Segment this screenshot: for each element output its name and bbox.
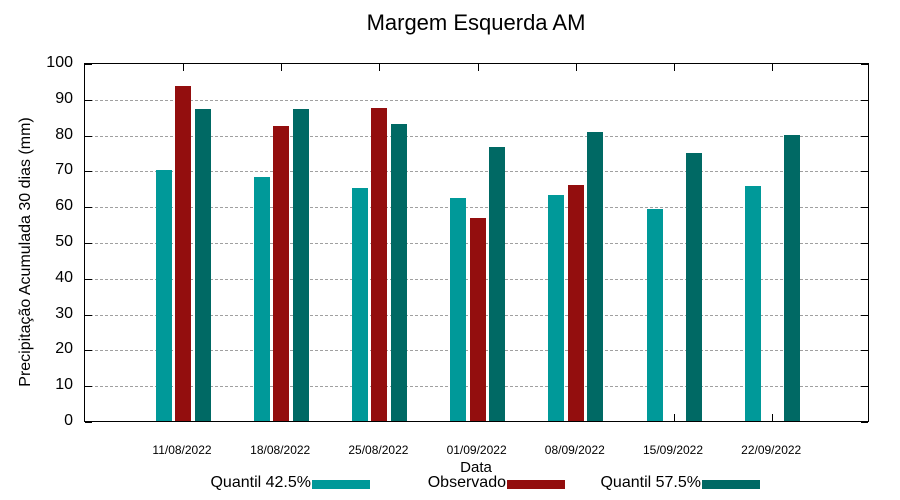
bar-quantil-57-5- xyxy=(390,123,407,421)
gridline xyxy=(85,207,868,209)
bar-quantil-42-5- xyxy=(351,187,368,421)
y-tick-mark xyxy=(861,99,868,101)
y-tick-mark xyxy=(85,243,92,244)
y-tick-mark xyxy=(861,207,868,209)
bar-quantil-57-5- xyxy=(587,132,604,421)
legend-label: Observado xyxy=(427,474,506,491)
x-tick-mark xyxy=(772,414,774,421)
y-tick-mark xyxy=(85,422,92,423)
y-tick-label: 90 xyxy=(55,89,73,107)
y-tick-mark xyxy=(861,135,868,137)
x-tick-mark xyxy=(183,64,184,71)
y-tick-mark xyxy=(861,64,868,65)
bar-observado xyxy=(371,108,388,421)
bar-quantil-42-5- xyxy=(646,209,663,421)
bar-quantil-57-5- xyxy=(685,152,702,421)
x-tick-mark xyxy=(281,64,283,71)
y-tick-mark xyxy=(85,207,92,209)
bar-quantil-57-5- xyxy=(194,108,211,421)
x-tick-label: 08/09/2022 xyxy=(544,443,605,457)
y-tick-mark xyxy=(861,314,868,316)
y-tick-mark xyxy=(85,171,92,173)
x-tick-label: 01/09/2022 xyxy=(446,443,507,457)
bar-quantil-57-5- xyxy=(783,134,800,421)
y-tick-label: 80 xyxy=(55,125,73,143)
y-tick-mark xyxy=(861,422,868,423)
bar-quantil-57-5- xyxy=(489,147,506,421)
x-tick-label: 18/08/2022 xyxy=(250,443,311,457)
x-tick-mark xyxy=(674,64,675,71)
y-tick-mark xyxy=(85,386,92,388)
legend-label: Quantil 57.5% xyxy=(600,474,701,491)
gridline xyxy=(85,171,868,173)
bar-quantil-42-5- xyxy=(744,186,761,421)
x-tick-mark xyxy=(477,64,479,71)
y-tick-mark xyxy=(861,278,868,280)
x-tick-mark xyxy=(772,64,774,71)
y-tick-mark xyxy=(85,135,92,137)
y-tick-label: 60 xyxy=(55,197,73,215)
bar-quantil-42-5- xyxy=(450,197,467,421)
y-tick-mark xyxy=(85,314,92,316)
y-tick-label: 40 xyxy=(55,268,73,286)
y-tick-label: 50 xyxy=(55,233,73,250)
bar-observado xyxy=(469,218,486,421)
x-tick-mark xyxy=(674,414,675,421)
x-tick-label: 15/09/2022 xyxy=(642,443,704,457)
x-tick-label: 11/08/2022 xyxy=(152,443,212,457)
x-tick-label: 25/08/2022 xyxy=(348,443,409,457)
y-tick-mark xyxy=(85,64,92,65)
y-tick-label: 70 xyxy=(55,161,73,179)
y-tick-mark xyxy=(85,278,92,280)
y-tick-mark xyxy=(861,171,868,173)
y-tick-mark xyxy=(85,350,92,352)
gridline xyxy=(85,135,868,137)
y-tick-mark xyxy=(861,243,868,244)
y-tick-label: 30 xyxy=(55,304,73,322)
legend-swatch xyxy=(507,480,565,489)
y-tick-label: 100 xyxy=(46,54,73,71)
x-tick-label: 22/09/2022 xyxy=(741,443,802,457)
plot-area xyxy=(84,63,869,423)
bar-quantil-42-5- xyxy=(155,170,172,421)
bar-observado xyxy=(273,126,290,421)
chart-title: Margem Esquerda AM xyxy=(366,10,586,35)
y-tick-mark xyxy=(861,350,868,352)
y-tick-mark xyxy=(861,386,868,388)
legend-swatch xyxy=(702,480,760,489)
legend-swatch xyxy=(312,480,370,489)
bar-quantil-42-5- xyxy=(548,195,565,421)
y-tick-label: 20 xyxy=(55,340,73,358)
bar-observado xyxy=(567,185,584,421)
x-axis-title: Data xyxy=(460,459,492,476)
y-tick-mark xyxy=(85,99,92,101)
gridline xyxy=(85,99,868,101)
bar-observado xyxy=(175,85,191,421)
y-tick-label: 10 xyxy=(55,376,73,394)
x-tick-mark xyxy=(575,64,577,71)
x-tick-mark xyxy=(379,64,381,71)
bar-quantil-57-5- xyxy=(292,108,309,421)
y-tick-label: 0 xyxy=(64,412,73,429)
legend-label: Quantil 42.5% xyxy=(210,474,311,491)
bar-quantil-42-5- xyxy=(253,176,270,421)
